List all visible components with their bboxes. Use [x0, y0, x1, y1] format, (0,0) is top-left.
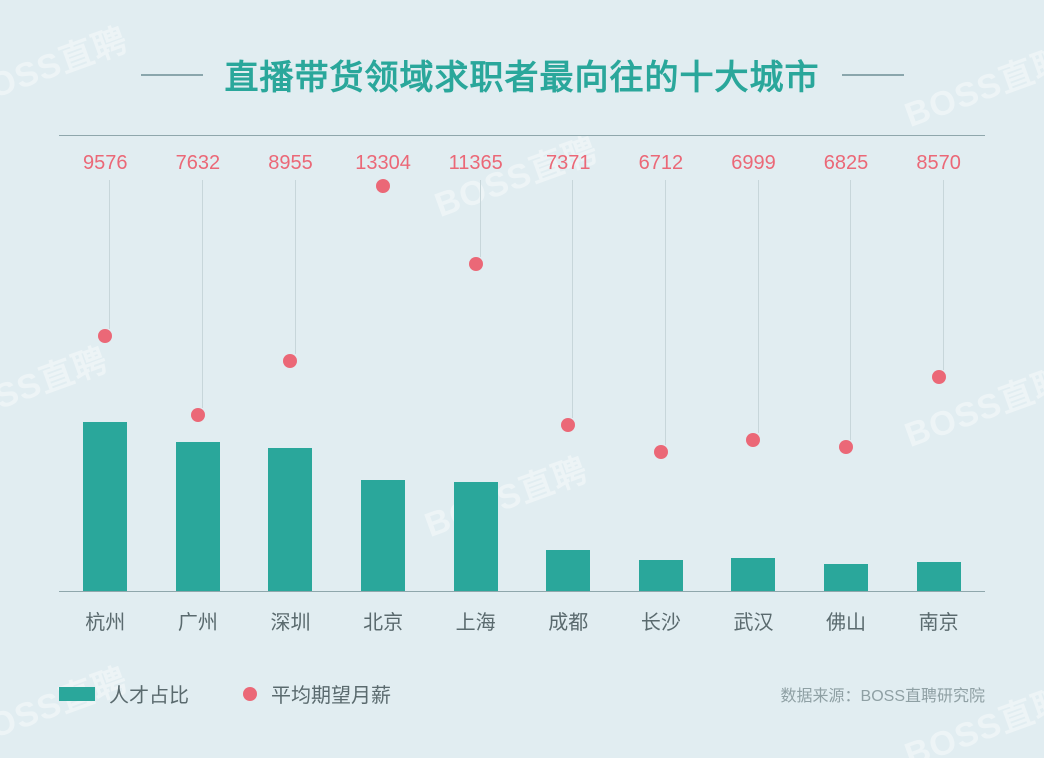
- salary-value-label: 7632: [176, 152, 221, 175]
- salary-dot: [561, 418, 575, 432]
- salary-value-label: 6712: [639, 152, 684, 175]
- title-row: 直播带货领域求职者最向往的十大城市: [55, 50, 989, 99]
- salary-dot: [746, 433, 760, 447]
- chart-title: 直播带货领域求职者最向往的十大城市: [225, 50, 820, 99]
- chart-column: 8955: [244, 152, 337, 592]
- talent-share-bar: [731, 558, 775, 592]
- source-name: BOSS直聘研究院: [861, 688, 985, 705]
- title-dash-left: [141, 74, 203, 76]
- chart-column: 7371: [522, 152, 615, 592]
- salary-dot: [469, 257, 483, 271]
- title-dash-right: [842, 74, 904, 76]
- legend-item-bar: 人才占比: [59, 679, 189, 708]
- x-axis-city-label: 北京: [337, 606, 430, 635]
- x-axis-city-label: 广州: [152, 606, 245, 635]
- chart-columns: 9576 7632 8955 13304 11365 7371 6712 6999 6825 85…: [59, 152, 985, 592]
- chart-frame: 直播带货领域求职者最向往的十大城市 9576 7632 8955 13304 11365…: [0, 0, 1044, 758]
- salary-dot: [376, 179, 390, 193]
- chart-column: 6712: [615, 152, 708, 592]
- salary-dot: [191, 408, 205, 422]
- x-axis-city-label: 武汉: [707, 606, 800, 635]
- salary-value-label: 8570: [916, 152, 961, 175]
- salary-dot: [283, 354, 297, 368]
- talent-share-bar: [176, 442, 220, 592]
- talent-share-bar: [546, 550, 590, 592]
- salary-value-label: 11365: [449, 152, 503, 175]
- salary-dot: [932, 370, 946, 384]
- x-axis-city-label: 深圳: [244, 606, 337, 635]
- chart-column: 6825: [800, 152, 893, 592]
- talent-share-bar: [83, 422, 127, 592]
- salary-value-label: 8955: [268, 152, 313, 175]
- source-prefix: 数据来源：: [781, 688, 861, 705]
- salary-dot: [98, 329, 112, 343]
- talent-share-bar: [639, 560, 683, 592]
- legend-bar-label: 人才占比: [109, 679, 189, 708]
- chart-baseline: [59, 591, 985, 592]
- chart-column: 13304: [337, 152, 430, 592]
- x-axis-city-label: 杭州: [59, 606, 152, 635]
- chart-column: 9576: [59, 152, 152, 592]
- salary-dot: [654, 445, 668, 459]
- salary-value-label: 9576: [83, 152, 128, 175]
- x-axis-city-label: 成都: [522, 606, 615, 635]
- chart-area: 9576 7632 8955 13304 11365 7371 6712 6999 6825 85…: [59, 152, 985, 592]
- salary-value-label: 6825: [824, 152, 869, 175]
- talent-share-bar: [268, 448, 312, 592]
- chart-column: 7632: [152, 152, 245, 592]
- chart-column: 11365: [429, 152, 522, 592]
- legend-swatch-dot: [243, 687, 257, 701]
- salary-dot: [839, 440, 853, 454]
- chart-top-rule: [59, 135, 985, 136]
- x-axis-labels: 杭州广州深圳北京上海成都长沙武汉佛山南京: [59, 606, 985, 635]
- chart-column: 6999: [707, 152, 800, 592]
- salary-value-label: 7371: [546, 152, 591, 175]
- legend-item-dot: 平均期望月薪: [243, 679, 391, 708]
- x-axis-city-label: 佛山: [800, 606, 893, 635]
- chart-footer: 人才占比 平均期望月薪 数据来源：BOSS直聘研究院: [59, 679, 985, 708]
- salary-value-label: 6999: [731, 152, 776, 175]
- talent-share-bar: [824, 564, 868, 592]
- talent-share-bar: [454, 482, 498, 592]
- legend: 人才占比 平均期望月薪: [59, 679, 391, 708]
- talent-share-bar: [917, 562, 961, 592]
- legend-swatch-bar: [59, 687, 95, 701]
- talent-share-bar: [361, 480, 405, 592]
- salary-value-label: 13304: [355, 152, 411, 175]
- x-axis-city-label: 长沙: [615, 606, 708, 635]
- x-axis-city-label: 上海: [429, 606, 522, 635]
- source-attribution: 数据来源：BOSS直聘研究院: [781, 682, 985, 706]
- legend-dot-label: 平均期望月薪: [271, 679, 391, 708]
- chart-column: 8570: [892, 152, 985, 592]
- x-axis-city-label: 南京: [892, 606, 985, 635]
